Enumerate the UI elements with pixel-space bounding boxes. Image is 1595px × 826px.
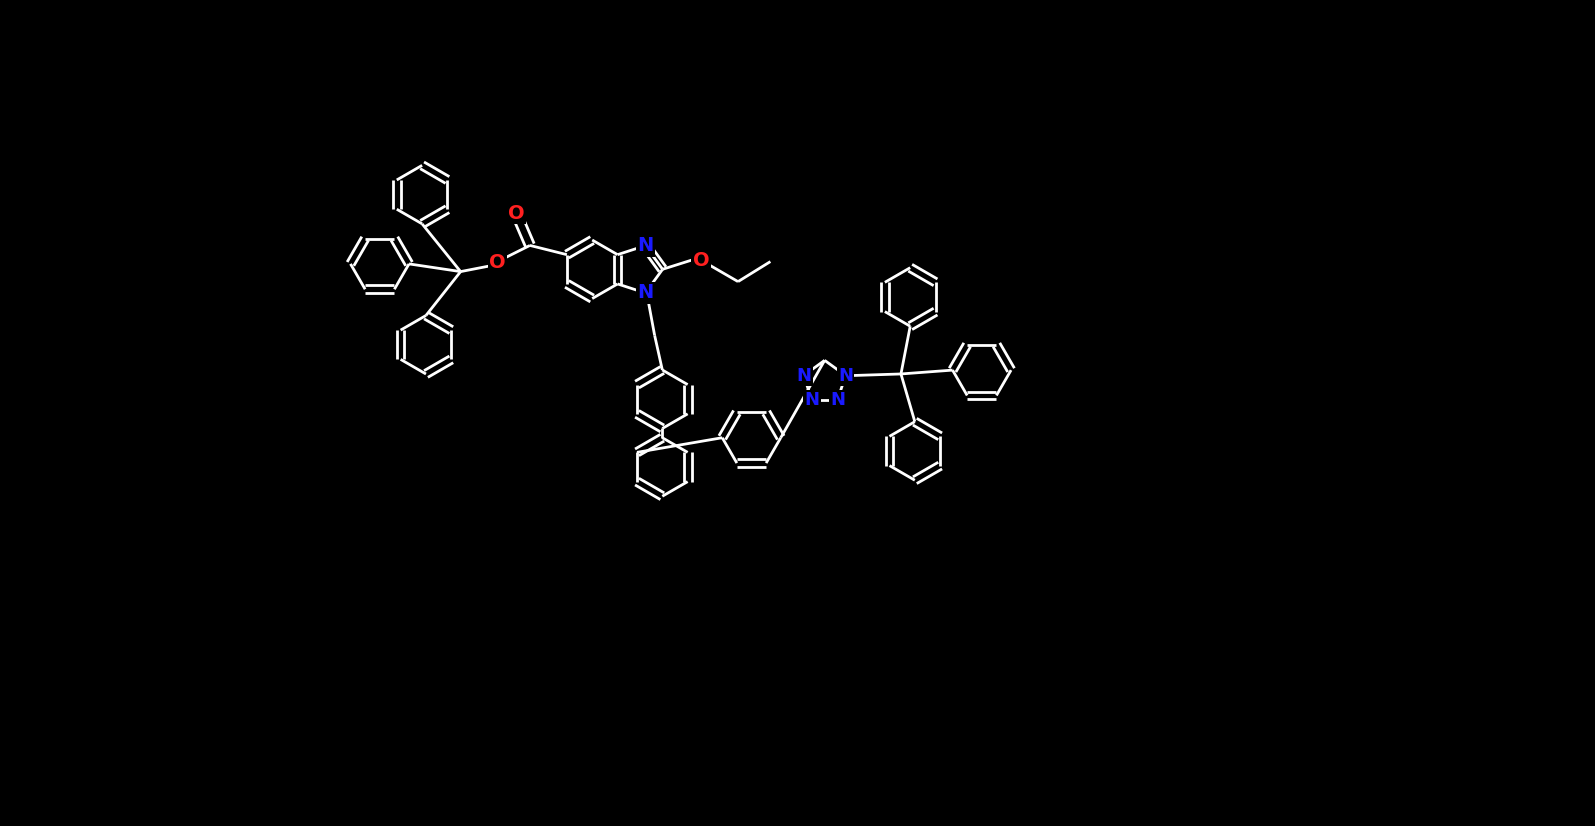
Text: N: N — [804, 391, 820, 409]
Text: N: N — [638, 236, 654, 255]
Text: N: N — [638, 283, 654, 302]
Text: N: N — [837, 367, 853, 384]
Text: O: O — [507, 203, 525, 222]
Text: N: N — [796, 367, 812, 384]
Text: N: N — [829, 391, 845, 409]
Text: O: O — [490, 253, 506, 272]
Text: O: O — [692, 250, 710, 269]
